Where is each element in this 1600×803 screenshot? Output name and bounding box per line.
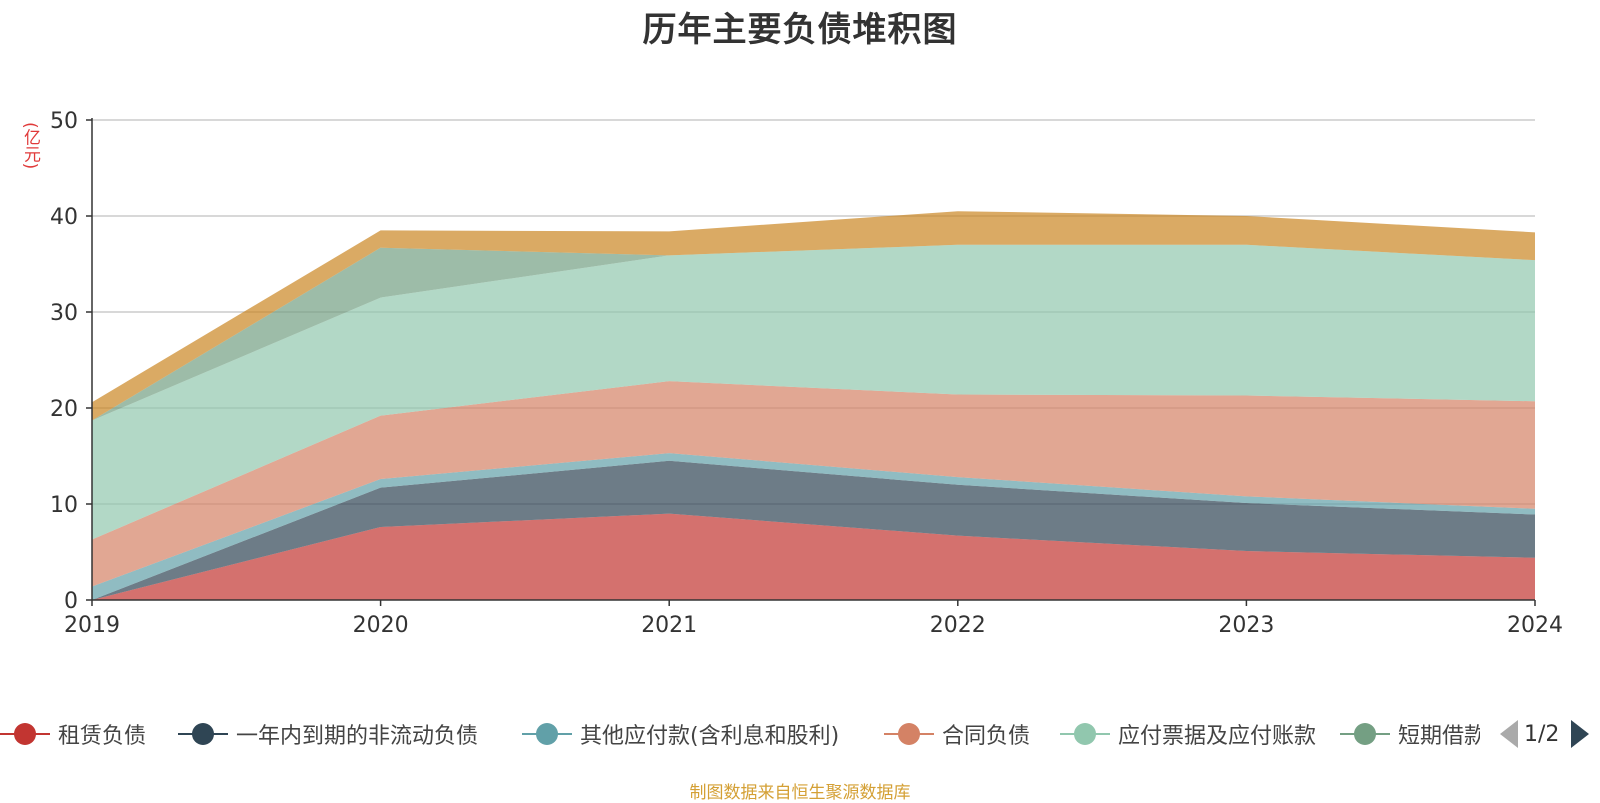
y-tick-label: 0 xyxy=(64,589,78,614)
x-tick-label: 2020 xyxy=(353,613,409,638)
legend-item-other-payables[interactable]: 其他应付款(含利息和股利) xyxy=(522,714,839,754)
legend-marker xyxy=(522,719,572,749)
y-tick-label: 40 xyxy=(50,205,78,230)
x-tick-label: 2023 xyxy=(1218,613,1274,638)
legend-label: 应付票据及应付账款 xyxy=(1118,724,1317,749)
legend: 租赁负债 一年内到期的非流动负债 其他应付款(含利息和股利) 合同负债 应付票据… xyxy=(0,714,1600,754)
legend-page-indicator: 1/2 xyxy=(1524,721,1560,747)
legend-clip: 短期借款 xyxy=(1340,714,1480,754)
legend-item-lease-liabilities[interactable]: 租赁负债 xyxy=(0,714,146,754)
prev-page-icon[interactable] xyxy=(1500,720,1518,748)
legend-pager: 1/2 xyxy=(1500,714,1590,754)
y-tick-label: 10 xyxy=(50,493,78,518)
legend-marker xyxy=(1340,719,1390,749)
x-tick-label: 2019 xyxy=(64,613,120,638)
y-axis-unit-label: (亿元) xyxy=(20,122,40,170)
legend-label: 合同负债 xyxy=(942,724,1031,749)
legend-marker xyxy=(178,719,228,749)
area-series xyxy=(92,211,1535,421)
legend-item-notes-accounts-payable[interactable]: 应付票据及应付账款 xyxy=(1060,714,1316,754)
legend-marker xyxy=(884,719,934,749)
y-tick-label: 30 xyxy=(50,301,78,326)
legend-item-short-term-borrowings[interactable]: 短期借款 xyxy=(1340,714,1480,754)
x-tick-label: 2021 xyxy=(641,613,697,638)
y-tick-label: 50 xyxy=(50,109,78,134)
x-tick-label: 2024 xyxy=(1507,613,1563,638)
x-tick-label: 2022 xyxy=(930,613,986,638)
legend-label: 一年内到期的非流动负债 xyxy=(236,724,479,749)
legend-item-current-noncurrent-liabilities[interactable]: 一年内到期的非流动负债 xyxy=(178,714,478,754)
legend-item-contract-liabilities[interactable]: 合同负债 xyxy=(884,714,1030,754)
legend-marker xyxy=(0,719,50,749)
legend-label: 短期借款 xyxy=(1398,724,1480,749)
next-page-icon[interactable] xyxy=(1571,720,1590,748)
area-series xyxy=(92,513,1535,600)
area-series xyxy=(92,381,1535,587)
y-tick-label: 20 xyxy=(50,397,78,422)
legend-label: 其他应付款(含利息和股利) xyxy=(580,724,840,749)
area-series xyxy=(92,460,1535,600)
source-note: 制图数据来自恒生聚源数据库 xyxy=(689,783,911,803)
legend-label: 租赁负债 xyxy=(58,724,147,749)
stacked-area-chart: 0 10 20 30 40 50 2019 2020 2021 2022 2023 2024 xyxy=(50,109,1563,638)
chart-title: 历年主要负债堆积图 xyxy=(642,10,958,50)
area-series xyxy=(92,244,1535,540)
legend-marker xyxy=(1060,719,1110,749)
